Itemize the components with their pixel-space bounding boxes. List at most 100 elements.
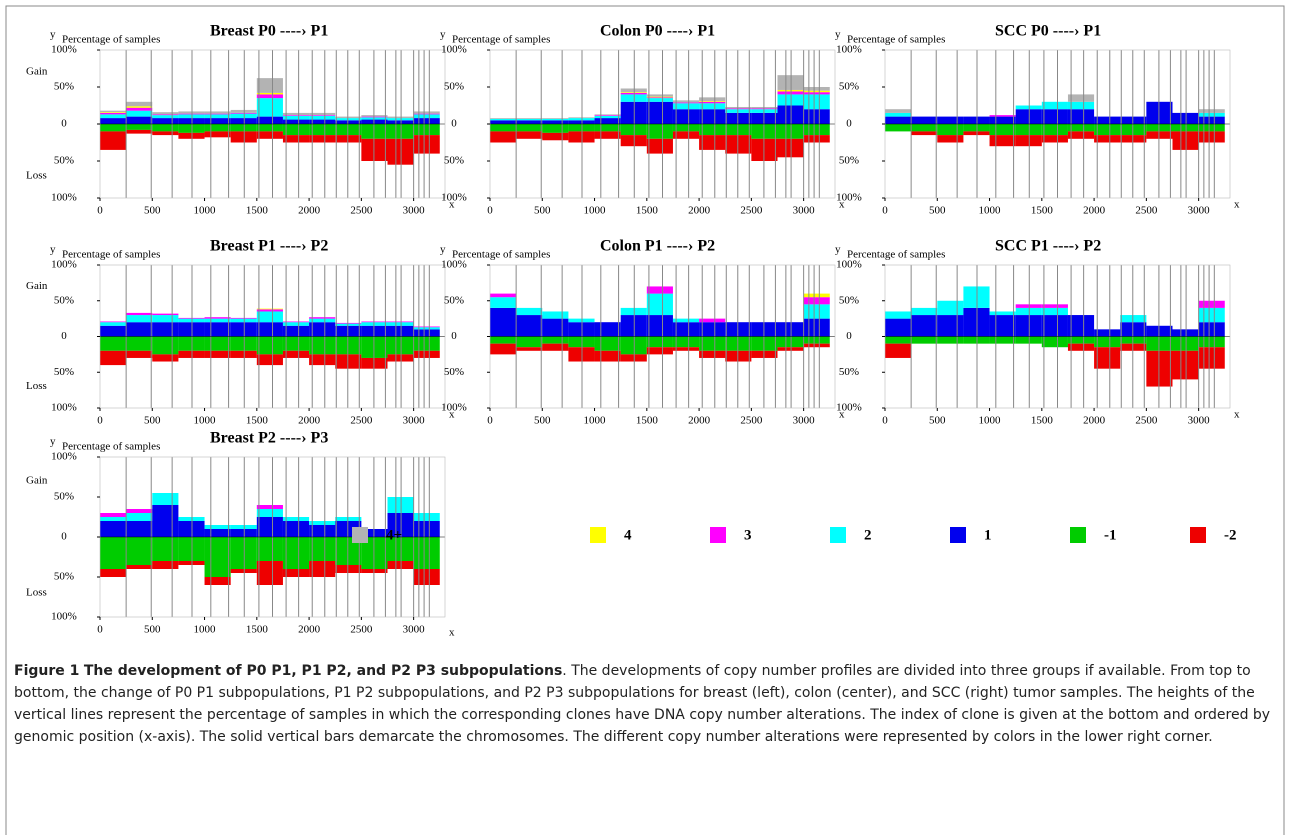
- bar-segment: [387, 513, 414, 537]
- y-tick-label: 100%: [441, 192, 467, 204]
- bar-segment: [387, 120, 414, 124]
- y-tick-label: 100%: [836, 44, 862, 56]
- bar-segment: [152, 124, 179, 132]
- bar-segment: [542, 336, 569, 344]
- bar-segment: [361, 115, 388, 117]
- gain-label: Gain: [26, 66, 48, 78]
- x-tick-label: 1000: [979, 205, 1002, 217]
- bar-segment: [1015, 307, 1042, 316]
- y-tick-label: 100%: [836, 259, 862, 271]
- bar-segment: [152, 537, 179, 561]
- bar-segment: [361, 325, 388, 337]
- x-tick-label: 1500: [246, 205, 269, 217]
- bar-segment: [413, 111, 440, 114]
- bar-segment: [1041, 101, 1068, 110]
- bar-segment: [126, 513, 153, 521]
- bar-segment: [885, 311, 912, 319]
- bar-segment: [803, 124, 830, 136]
- bar-segment: [542, 118, 569, 121]
- loss-label: Loss: [26, 380, 47, 392]
- bar-segment: [1015, 304, 1042, 308]
- bar-segment: [282, 569, 310, 577]
- bar-segment: [230, 318, 257, 323]
- y-tick-label: 100%: [51, 611, 77, 623]
- bar-segment: [646, 96, 673, 98]
- bar-segment: [126, 336, 153, 351]
- bar-segment: [490, 118, 517, 121]
- x-axis-letter: x: [1234, 199, 1240, 211]
- bar-segment: [256, 561, 283, 585]
- bar-segment: [672, 102, 700, 104]
- y-tick-label: 50%: [444, 366, 464, 378]
- bar-segment: [725, 322, 752, 337]
- loss-label: Loss: [26, 587, 47, 599]
- bar-segment: [204, 529, 231, 537]
- bar-segment: [204, 118, 231, 124]
- panel-title: SCC P1 ----› P2: [995, 238, 1101, 255]
- y-tick-label: 100%: [441, 259, 467, 271]
- bar-segment: [803, 318, 830, 337]
- bar-segment: [1198, 112, 1225, 117]
- bar-segment: [568, 118, 595, 121]
- y-tick-label: 100%: [51, 402, 77, 414]
- bar-segment: [126, 315, 153, 323]
- bar-segment: [1120, 135, 1147, 143]
- bar-segment: [989, 115, 1016, 117]
- axis-title: Percentage of samples: [62, 249, 160, 261]
- x-tick-label: 3000: [403, 624, 426, 636]
- x-tick-label: 500: [144, 624, 161, 636]
- bar-segment: [178, 317, 205, 319]
- bar-segment: [672, 103, 700, 110]
- bar-segment: [335, 517, 362, 521]
- bar-segment: [490, 124, 517, 132]
- bar-segment: [1067, 336, 1095, 344]
- bar-segment: [204, 317, 231, 319]
- bar-segment: [516, 120, 543, 124]
- bar-segment: [699, 97, 726, 102]
- bar-segment: [335, 325, 362, 337]
- bar-segment: [516, 336, 543, 348]
- y-tick-label: 0: [451, 330, 457, 342]
- bar-segment: [256, 505, 283, 509]
- bar-segment: [1041, 304, 1068, 308]
- bar-segment: [989, 315, 1016, 337]
- bar-segment: [725, 112, 752, 124]
- bar-segment: [594, 336, 621, 351]
- bar-segment: [594, 115, 621, 119]
- bar-segment: [126, 124, 153, 130]
- bar-segment: [256, 124, 283, 132]
- bar-segment: [126, 322, 153, 337]
- bar-segment: [413, 350, 440, 358]
- x-tick-label: 500: [929, 205, 946, 217]
- bar-segment: [1067, 315, 1095, 337]
- bar-segment: [256, 322, 283, 337]
- panel-title: Breast P0 ----› P1: [210, 23, 328, 40]
- bar-segment: [309, 521, 336, 525]
- bar-segment: [751, 109, 778, 113]
- bar-segment: [100, 325, 127, 337]
- bar-segment: [178, 537, 205, 561]
- bar-segment: [230, 317, 257, 319]
- bar-segment: [387, 537, 414, 561]
- bar-segment: [100, 322, 127, 326]
- bar-segment: [413, 329, 440, 337]
- bar-segment: [282, 321, 310, 323]
- x-tick-label: 0: [97, 205, 103, 217]
- bar-segment: [230, 525, 257, 529]
- bar-segment: [1067, 101, 1095, 110]
- y-axis-letter: y: [835, 244, 841, 256]
- bar-segment: [413, 135, 440, 154]
- bar-segment: [178, 111, 205, 114]
- bar-segment: [490, 297, 517, 308]
- bar-segment: [516, 307, 543, 316]
- x-tick-label: 500: [929, 415, 946, 427]
- bar-segment: [256, 509, 283, 517]
- bar-segment: [204, 336, 231, 351]
- bar-segment: [885, 109, 912, 113]
- bar-segment: [672, 336, 700, 348]
- bar-segment: [594, 115, 621, 116]
- bar-segment: [256, 131, 283, 139]
- bar-segment: [282, 124, 310, 136]
- y-axis-letter: y: [50, 29, 56, 41]
- bar-segment: [803, 92, 830, 95]
